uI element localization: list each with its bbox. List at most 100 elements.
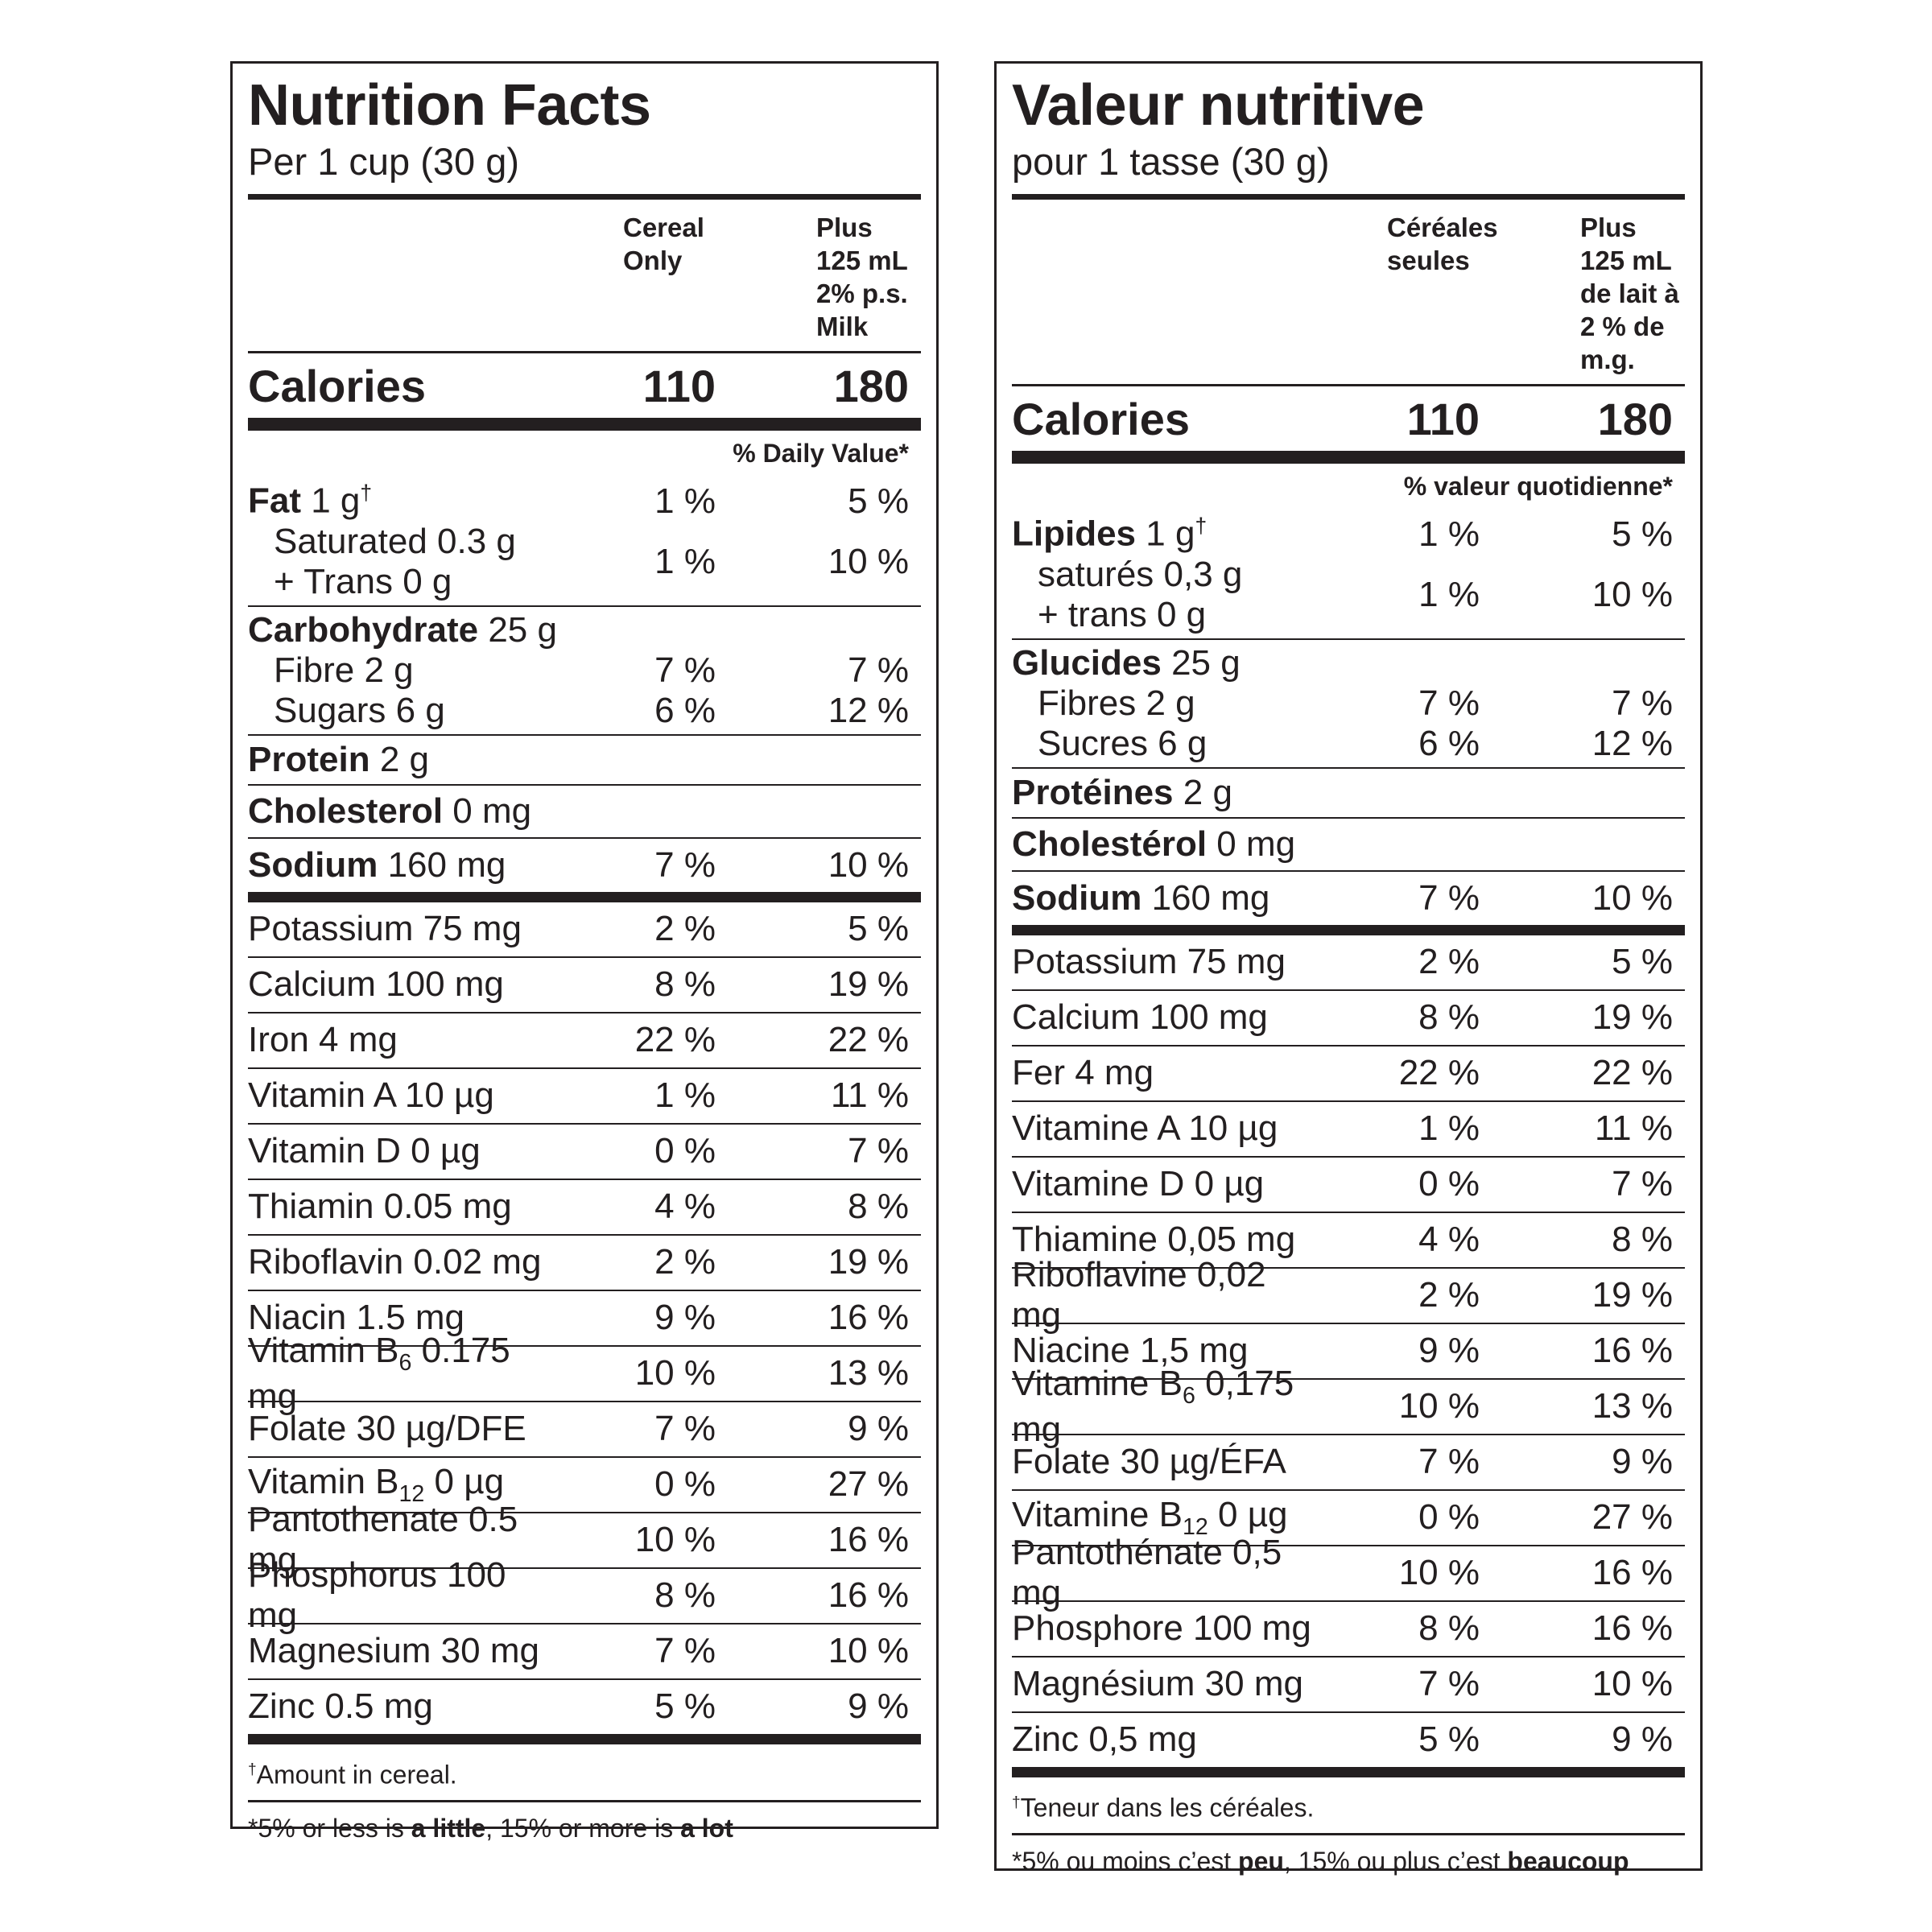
- nutrient-label: Iron 4 mg: [248, 1020, 398, 1060]
- nutrient-row: Niacin 1.5 mg 9 % 16 %: [248, 1291, 921, 1347]
- nutrient-dv-cereal: 0 %: [1418, 1497, 1480, 1538]
- protein-name: Protéines: [1012, 772, 1174, 812]
- nutrient-label: Vitamin A 10 µg: [248, 1075, 494, 1116]
- nutrient-dv-milk: 13 %: [1591, 1386, 1673, 1426]
- nutrient-label: Phosphorus 100 mg: [248, 1555, 506, 1636]
- saturated-label: saturés 0,3 g: [1038, 554, 1243, 594]
- nutrient-label: Vitamin B12 0 µg: [248, 1462, 555, 1508]
- vitamins-minerals-list: Potassium 75 mg 2 % 5 % Calcium 100 mg 8 % 19…: [1012, 935, 1685, 1777]
- nutrient-label-part: 12: [1182, 1513, 1208, 1540]
- sodium-dv-milk: 10 %: [1591, 877, 1673, 918]
- column-header-line: seules: [1387, 246, 1470, 275]
- nutrient-dv-cereal: 1 %: [654, 1075, 716, 1116]
- calories-cereal: 110: [642, 360, 716, 411]
- sodium-dv-milk: 10 %: [828, 844, 909, 885]
- nutrient-row: Magnesium 30 mg 7 % 10 %: [248, 1624, 921, 1680]
- nutrient-row: Calcium 100 mg 8 % 19 %: [248, 958, 921, 1013]
- nutrient-dv-cereal: 2 %: [654, 1242, 716, 1282]
- nutrient-label: Folate 30 µg/DFE: [248, 1409, 526, 1449]
- nutrient-row: Thiamin 0.05 mg 4 % 8 %: [248, 1180, 921, 1236]
- nutrient-label: Vitamin D 0 µg: [248, 1131, 481, 1171]
- column-header-with-milk: Plus 125 mL de lait à 2 % de m.g.: [1580, 211, 1685, 376]
- calories-row: Calories 110 180: [248, 353, 921, 431]
- nutrient-label: Phosphore 100 mg: [1012, 1608, 1311, 1649]
- column-header-line: 2% p.s.: [816, 279, 908, 308]
- daily-value-header: % valeur quotidienne*: [1403, 472, 1673, 501]
- nutrient-dv-cereal: 22 %: [1398, 1053, 1480, 1093]
- footnote-bold-little: peu: [1238, 1847, 1284, 1876]
- protein-amount: 2 g: [379, 739, 429, 779]
- nutrient-row: Vitamin D 0 µg 0 % 7 %: [248, 1125, 921, 1180]
- dagger-mark: †: [1012, 1794, 1021, 1811]
- nutrient-dv-cereal: 10 %: [1398, 1553, 1480, 1593]
- nutrient-row: Thiamine 0,05 mg 4 % 8 %: [1012, 1213, 1685, 1269]
- nutrient-row: Riboflavin 0.02 mg 2 % 19 %: [248, 1236, 921, 1291]
- nutrient-dv-cereal: 0 %: [654, 1464, 716, 1505]
- nutrient-dv-cereal: 4 %: [1418, 1220, 1480, 1260]
- sodium-row: Sodium 160 mg 7 % 10 %: [1012, 872, 1685, 935]
- nutrient-label: Vitamine B12 0 µg: [1012, 1495, 1319, 1541]
- footnote-daily-value-guide: *5% ou moins c’est peu, 15% ou plus c’es…: [1012, 1835, 1685, 1887]
- nutrient-label: Niacine 1,5 mg: [1012, 1331, 1249, 1371]
- nutrient-dv-cereal: 4 %: [654, 1187, 716, 1227]
- saturated-dv-cereal: 1 %: [1418, 574, 1480, 614]
- footnote-text: , 15% or more is: [485, 1814, 681, 1843]
- protein-row: Protein 2 g: [248, 736, 921, 786]
- column-header-line: 125 mL: [1580, 246, 1672, 275]
- fibre-label: Fibre 2 g: [274, 650, 414, 690]
- column-header-line: de lait à: [1580, 279, 1679, 308]
- nutrient-dv-cereal: 2 %: [1418, 1275, 1480, 1315]
- saturated-trans-row: saturés 0,3 g + trans 0 g 1 % 10 %: [1012, 555, 1685, 635]
- fat-dv-cereal: 1 %: [1418, 514, 1480, 554]
- nutrient-label: Riboflavin 0.02 mg: [248, 1242, 542, 1282]
- nutrient-dv-milk: 10 %: [1591, 1664, 1673, 1704]
- cholesterol-amount: 0 mg: [1216, 824, 1296, 864]
- fibre-dv-cereal: 7 %: [654, 650, 716, 690]
- carbohydrate-section: Glucides 25 g Fibres 2 g 7 % 7 % Sucres 6 …: [1012, 640, 1685, 769]
- nutrient-row: Calcium 100 mg 8 % 19 %: [1012, 991, 1685, 1046]
- sugars-row: Sugars 6 g 6 % 12 %: [248, 691, 921, 731]
- sugars-label: Sugars 6 g: [274, 690, 445, 730]
- nutrient-label: Fer 4 mg: [1012, 1053, 1154, 1093]
- column-header-line: Plus: [1580, 213, 1637, 242]
- trans-label: + Trans 0 g: [274, 561, 452, 601]
- nutrient-label-part: Vitamine B: [1012, 1494, 1183, 1534]
- column-header-line: Milk: [816, 312, 869, 341]
- sodium-name: Sodium: [1012, 877, 1142, 918]
- nutrient-label: Calcium 100 mg: [1012, 997, 1268, 1038]
- column-header-line: Only: [623, 246, 683, 275]
- nutrient-dv-milk: 5 %: [848, 909, 909, 949]
- nutrient-dv-milk: 16 %: [1591, 1553, 1673, 1593]
- serving-size: pour 1 tasse (30 g): [1012, 141, 1685, 200]
- nutrient-row: Zinc 0,5 mg 5 % 9 %: [1012, 1713, 1685, 1767]
- nutrient-dv-milk: 9 %: [1612, 1719, 1673, 1760]
- trans-label: + trans 0 g: [1038, 594, 1207, 634]
- nutrient-dv-cereal: 9 %: [654, 1298, 716, 1338]
- nutrient-dv-milk: 8 %: [1612, 1220, 1673, 1260]
- fibre-row: Fibre 2 g 7 % 7 %: [248, 650, 921, 691]
- fat-amount: 1 g: [311, 481, 361, 521]
- saturated-dv-cereal: 1 %: [654, 541, 716, 581]
- nutrient-label-part: 0,175 mg: [1012, 1363, 1294, 1449]
- cholesterol-name: Cholesterol: [248, 791, 444, 831]
- nutrient-row: Folate 30 µg/DFE 7 % 9 %: [248, 1402, 921, 1458]
- column-header-cereal: Cereal Only: [623, 211, 816, 343]
- nutrient-dv-cereal: 10 %: [634, 1353, 716, 1393]
- nutrient-label: Magnésium 30 mg: [1012, 1664, 1303, 1704]
- fibre-dv-milk: 7 %: [1612, 683, 1673, 723]
- sodium-row: Sodium 160 mg 7 % 10 %: [248, 839, 921, 902]
- panel-title: Nutrition Facts: [248, 73, 651, 138]
- carb-name: Carbohydrate: [248, 609, 479, 650]
- nutrient-row: Vitamine A 10 µg 1 % 11 %: [1012, 1102, 1685, 1158]
- nutrient-dv-milk: 7 %: [1612, 1164, 1673, 1204]
- saturated-dv-milk: 10 %: [1591, 574, 1673, 614]
- nutrient-dv-cereal: 8 %: [654, 1575, 716, 1616]
- nutrient-label: Thiamin 0.05 mg: [248, 1187, 512, 1227]
- nutrient-dv-cereal: 8 %: [1418, 997, 1480, 1038]
- fat-dv-cereal: 1 %: [654, 481, 716, 521]
- nutrient-row: Folate 30 µg/ÉFA 7 % 9 %: [1012, 1435, 1685, 1491]
- nutrient-row: Fer 4 mg 22 % 22 %: [1012, 1046, 1685, 1102]
- carb-name: Glucides: [1012, 642, 1162, 683]
- nutrient-dv-cereal: 7 %: [654, 1409, 716, 1449]
- nutrient-label-part: 12: [398, 1480, 425, 1507]
